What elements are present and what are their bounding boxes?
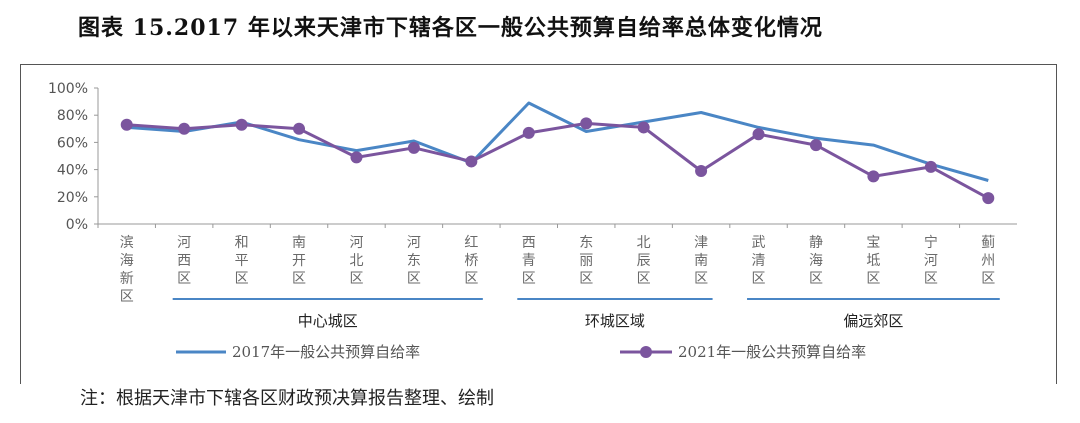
category-groups: 中心城区 环城区域 偏远郊区 xyxy=(172,298,1000,330)
x-tick-label: 宝坻区 xyxy=(866,235,880,287)
data-point xyxy=(465,155,478,168)
group-label: 中心城区 xyxy=(298,312,358,330)
data-point xyxy=(867,170,880,183)
series-points xyxy=(120,117,995,205)
y-tick-label: 20% xyxy=(57,190,88,206)
figure-title: 图表 15.2017 年以来天津市下辖各区一般公共预算自给率总体变化情况 xyxy=(78,15,823,41)
y-tick-label: 40% xyxy=(57,163,88,179)
legend-label-2021: 2021年一般公共预算自给率 xyxy=(678,343,866,361)
legend-marker-2021 xyxy=(640,346,652,358)
series-line xyxy=(126,101,989,182)
data-point xyxy=(924,160,937,173)
x-tick-label: 滨海新区 xyxy=(120,235,134,305)
data-point xyxy=(752,128,765,141)
y-axis-ticks: 0% 20% 40% 60% 80% 100% xyxy=(48,81,98,233)
data-point xyxy=(809,139,822,152)
data-point xyxy=(120,118,133,131)
x-tick-label: 河西区 xyxy=(177,235,191,287)
data-point xyxy=(522,126,535,139)
chart-legend: 2017年一般公共预算自给率 2021年一般公共预算自给率 xyxy=(176,343,866,361)
data-point xyxy=(178,122,191,135)
x-tick-label: 蓟州区 xyxy=(981,235,995,287)
x-tick-label: 和平区 xyxy=(235,235,249,287)
legend-label-2017: 2017年一般公共预算自给率 xyxy=(232,343,420,361)
y-tick-label: 100% xyxy=(48,81,88,97)
data-point xyxy=(580,117,593,130)
x-tick-label: 东丽区 xyxy=(579,235,593,287)
x-tick-label: 武清区 xyxy=(752,235,766,287)
y-tick-label: 80% xyxy=(57,108,88,124)
x-tick-label: 红桥区 xyxy=(464,235,478,287)
group-label: 偏远郊区 xyxy=(843,312,903,330)
data-point xyxy=(235,118,248,131)
x-tick-label: 静海区 xyxy=(809,235,823,287)
x-tick-label: 河东区 xyxy=(407,235,421,287)
x-tick-label: 津南区 xyxy=(694,235,708,287)
x-tick-label: 西青区 xyxy=(522,235,536,287)
data-point xyxy=(293,122,306,135)
x-tick-label: 河北区 xyxy=(349,235,363,287)
y-tick-label: 60% xyxy=(57,135,88,151)
data-point xyxy=(982,192,995,205)
data-point xyxy=(637,121,650,134)
y-tick-label: 0% xyxy=(66,217,88,233)
series-lines xyxy=(126,101,990,200)
x-tick-label: 北辰区 xyxy=(637,235,651,287)
x-tick-label: 南开区 xyxy=(292,235,306,287)
data-point xyxy=(350,151,363,164)
group-label: 环城区域 xyxy=(585,312,645,330)
chart-axes xyxy=(97,88,1017,225)
x-tick-label: 宁河区 xyxy=(924,234,938,287)
chart-frame xyxy=(20,64,1057,384)
x-axis-ticks: 滨海新区 河西区 和平区 南开区 河北区 河东区 红桥区 西青区 东丽区 北辰区 津南区 武清区 静海区… xyxy=(97,224,995,305)
series-line xyxy=(126,121,990,200)
source-note: 注：根据天津市下辖各区财政预决算报告整理、绘制 xyxy=(80,388,494,409)
data-point xyxy=(407,141,420,154)
data-point xyxy=(695,164,708,177)
